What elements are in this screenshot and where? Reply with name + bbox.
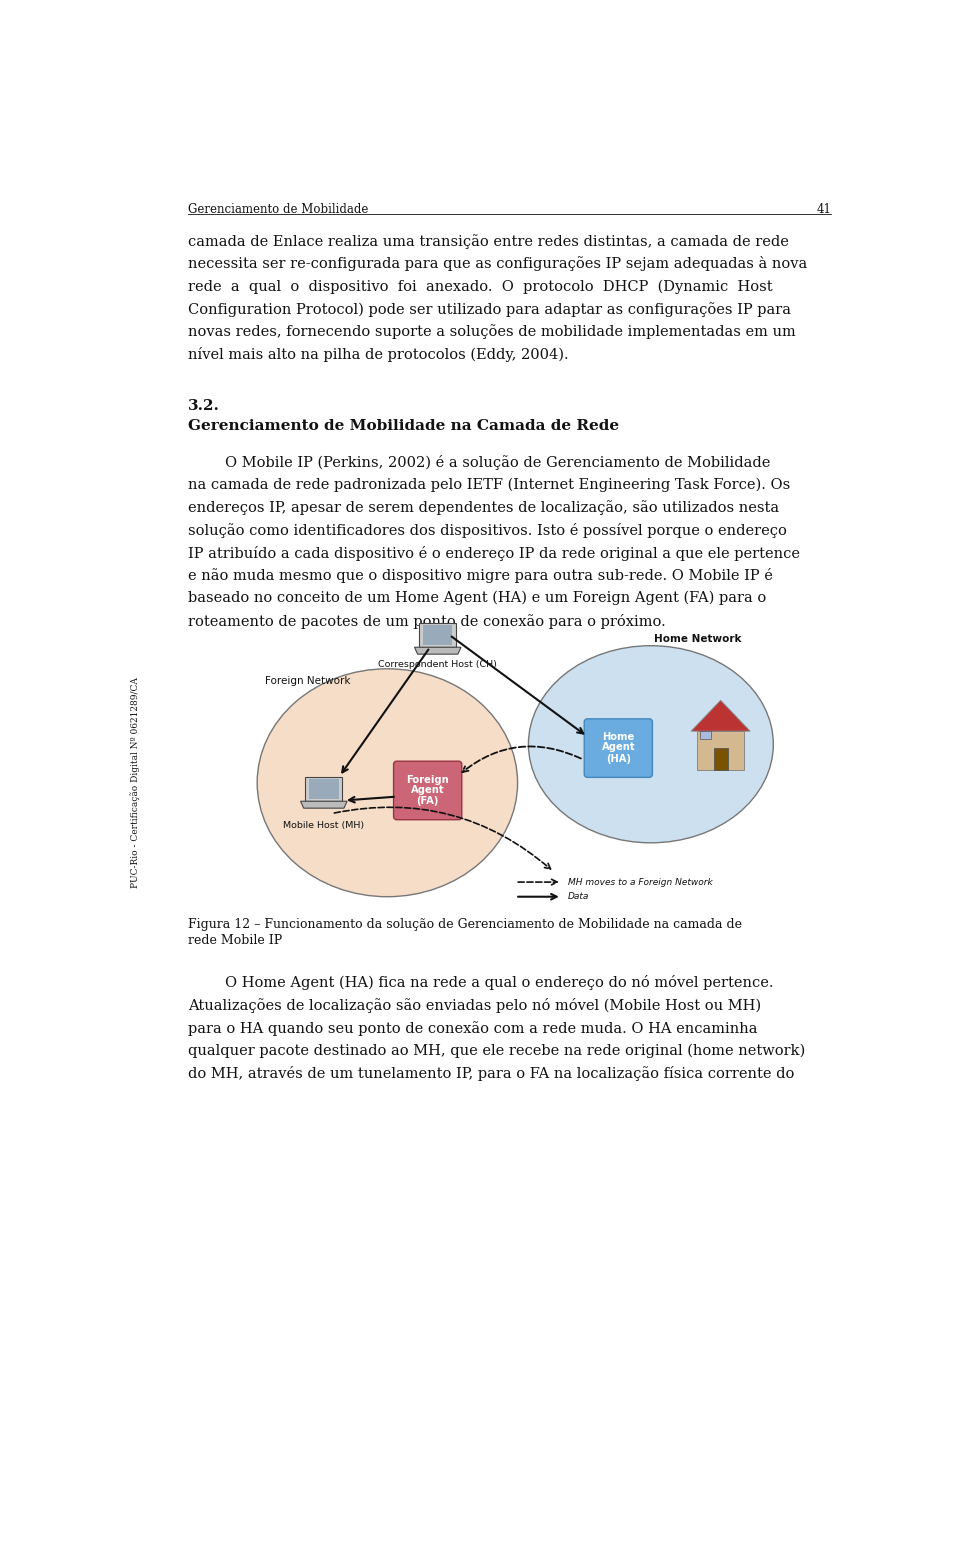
Ellipse shape [257, 668, 517, 897]
Text: Data: Data [568, 893, 589, 901]
Text: rede  a  qual  o  dispositivo  foi  anexado.  O  protocolo  DHCP  (Dynamic  Host: rede a qual o dispositivo foi anexado. O… [188, 279, 773, 293]
Text: e não muda mesmo que o dispositivo migre para outra sub-rede. O Mobile IP é: e não muda mesmo que o dispositivo migre… [188, 569, 773, 583]
Text: necessita ser re-configurada para que as configurações IP sejam adequadas à nova: necessita ser re-configurada para que as… [188, 256, 807, 271]
Text: (HA): (HA) [606, 753, 631, 764]
Text: Gerenciamento de Mobilidade na Camada de Rede: Gerenciamento de Mobilidade na Camada de… [188, 420, 619, 434]
Text: MH moves to a Foreign Network: MH moves to a Foreign Network [568, 877, 712, 887]
Text: endereços IP, apesar de serem dependentes de localização, são utilizados nesta: endereços IP, apesar de serem dependente… [188, 501, 780, 515]
Text: camada de Enlace realiza uma transição entre redes distintas, a camada de rede: camada de Enlace realiza uma transição e… [188, 234, 789, 248]
Text: Correspondent Host (CH): Correspondent Host (CH) [378, 660, 497, 668]
Polygon shape [305, 777, 343, 801]
Text: Foreign: Foreign [406, 775, 449, 784]
Text: qualquer pacote destinado ao MH, que ele recebe na rede original (home network): qualquer pacote destinado ao MH, que ele… [188, 1043, 805, 1057]
Text: novas redes, fornecendo suporte a soluções de mobilidade implementadas em um: novas redes, fornecendo suporte a soluçõ… [188, 324, 796, 339]
Text: solução como identificadores dos dispositivos. Isto é possível porque o endereço: solução como identificadores dos disposi… [188, 522, 787, 538]
Text: Agent: Agent [602, 742, 636, 752]
Text: na camada de rede padronizada pelo IETF (Internet Engineering Task Force). Os: na camada de rede padronizada pelo IETF … [188, 477, 790, 491]
Text: baseado no conceito de um Home Agent (HA) e um Foreign Agent (FA) para o: baseado no conceito de um Home Agent (HA… [188, 591, 766, 606]
Text: Atualizações de localização são enviadas pelo nó móvel (Mobile Host ou MH): Atualizações de localização são enviadas… [188, 998, 761, 1014]
Text: 41: 41 [817, 203, 831, 215]
Text: (FA): (FA) [417, 797, 439, 806]
Text: Configuration Protocol) pode ser utilizado para adaptar as configurações IP para: Configuration Protocol) pode ser utiliza… [188, 302, 791, 316]
Text: IP atribuído a cada dispositivo é o endereço IP da rede original a que ele perte: IP atribuído a cada dispositivo é o ende… [188, 546, 801, 561]
Polygon shape [300, 801, 348, 808]
Text: Figura 12 – Funcionamento da solução de Gerenciamento de Mobilidade na camada de: Figura 12 – Funcionamento da solução de … [188, 918, 742, 932]
Polygon shape [420, 623, 456, 648]
Polygon shape [697, 732, 744, 770]
Text: para o HA quando seu ponto de conexão com a rede muda. O HA encaminha: para o HA quando seu ponto de conexão co… [188, 1021, 757, 1035]
Text: O Mobile IP (Perkins, 2002) é a solução de Gerenciamento de Mobilidade: O Mobile IP (Perkins, 2002) é a solução … [188, 454, 771, 470]
Text: Mobile Host (MH): Mobile Host (MH) [283, 822, 365, 831]
Text: Agent: Agent [411, 784, 444, 795]
Text: O Home Agent (HA) fica na rede a qual o endereço do nó móvel pertence.: O Home Agent (HA) fica na rede a qual o … [188, 975, 774, 990]
FancyBboxPatch shape [585, 719, 653, 778]
Polygon shape [415, 648, 461, 654]
Text: do MH, através de um tunelamento IP, para o FA na localização física corrente do: do MH, através de um tunelamento IP, par… [188, 1066, 795, 1080]
Polygon shape [309, 780, 339, 798]
Polygon shape [701, 732, 711, 739]
Text: rede Mobile IP: rede Mobile IP [188, 933, 282, 947]
Text: Home Network: Home Network [654, 634, 741, 645]
Polygon shape [423, 625, 452, 645]
Text: roteamento de pacotes de um ponto de conexão para o próximo.: roteamento de pacotes de um ponto de con… [188, 614, 666, 629]
Text: 3.2.: 3.2. [188, 400, 220, 414]
Text: Foreign Network: Foreign Network [265, 676, 350, 687]
Ellipse shape [528, 646, 774, 843]
Text: Home: Home [602, 732, 635, 742]
Text: nível mais alto na pilha de protocolos (Eddy, 2004).: nível mais alto na pilha de protocolos (… [188, 347, 569, 363]
Polygon shape [713, 749, 728, 770]
FancyBboxPatch shape [394, 761, 462, 820]
Polygon shape [691, 701, 750, 732]
Text: PUC-Rio - Certificação Digital Nº 0621289/CA: PUC-Rio - Certificação Digital Nº 062128… [131, 677, 140, 888]
Text: Gerenciamento de Mobilidade: Gerenciamento de Mobilidade [188, 203, 369, 215]
